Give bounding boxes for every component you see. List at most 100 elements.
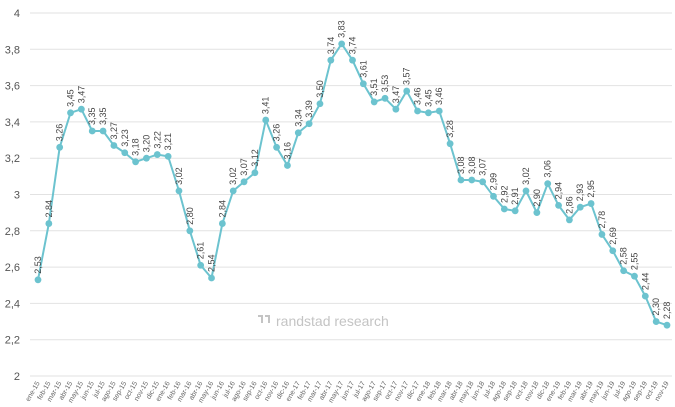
data-label: 3,57 <box>402 68 412 86</box>
data-label: 3,12 <box>250 149 260 167</box>
data-point <box>121 149 129 157</box>
data-point <box>446 140 454 148</box>
data-point <box>349 56 356 64</box>
data-label: 3,07 <box>239 158 249 176</box>
data-point <box>56 143 64 151</box>
data-label: 3,61 <box>358 60 368 78</box>
data-point <box>533 209 541 217</box>
data-label: 3,51 <box>369 78 379 96</box>
y-tick-label: 3,2 <box>5 153 20 165</box>
data-label: 2,78 <box>597 211 607 229</box>
data-point <box>164 152 172 160</box>
data-point <box>403 87 411 95</box>
data-point <box>34 276 42 284</box>
data-point <box>262 116 270 124</box>
data-label: 3,20 <box>141 135 151 153</box>
data-point <box>609 247 617 255</box>
data-point <box>294 129 302 137</box>
data-label: 2,86 <box>564 196 574 214</box>
watermark: randstad research <box>258 313 389 329</box>
data-label: 3,16 <box>282 142 292 160</box>
data-point <box>565 216 573 224</box>
data-label: 3,08 <box>456 156 466 174</box>
x-axis: ene-15feb-15mar-15abr-15may-15jun-15jul-… <box>25 380 671 404</box>
data-point <box>425 109 432 117</box>
data-label: 3,74 <box>326 37 336 55</box>
data-point <box>186 227 194 235</box>
y-axis: 2 2,2 2,4 2,6 2,8 3 3,2 3,4 3,6 3,8 4 <box>5 8 20 383</box>
data-label: 3,41 <box>261 97 271 115</box>
y-tick-label: 4 <box>14 8 20 20</box>
data-label: 3,53 <box>380 75 390 93</box>
data-point <box>370 98 378 106</box>
data-point <box>77 105 85 113</box>
data-label: 2,95 <box>586 180 596 198</box>
data-label: 3,02 <box>174 167 184 185</box>
data-point <box>468 176 476 184</box>
data-point <box>88 127 96 135</box>
randstad-logo-icon <box>258 315 270 323</box>
data-label: 3,23 <box>120 129 130 147</box>
data-label: 3,45 <box>423 89 433 107</box>
data-point <box>479 178 487 186</box>
data-point <box>284 162 291 169</box>
data-label: 2,61 <box>196 242 206 260</box>
data-point <box>338 40 346 48</box>
data-label: 2,92 <box>499 185 509 203</box>
data-label: 2,28 <box>662 302 672 320</box>
data-point <box>457 176 465 184</box>
data-label: 3,45 <box>66 89 76 107</box>
data-point <box>110 142 118 149</box>
gridlines <box>30 12 672 377</box>
data-point <box>576 203 584 211</box>
data-point <box>99 127 107 135</box>
data-label: 3,27 <box>109 122 119 140</box>
data-point <box>500 205 508 213</box>
data-label: 2,99 <box>488 173 498 191</box>
data-label: 3,08 <box>467 156 477 174</box>
data-point <box>197 261 205 269</box>
data-label: 3,22 <box>152 131 162 149</box>
data-label: 3,35 <box>87 107 97 125</box>
y-tick-label: 3 <box>14 190 20 202</box>
data-label: 3,46 <box>413 87 423 105</box>
data-point <box>381 94 389 102</box>
data-label: 3,28 <box>445 120 455 138</box>
data-label: 2,80 <box>185 207 195 225</box>
y-tick-label: 2,4 <box>5 298 20 310</box>
data-label: 3,50 <box>315 80 325 98</box>
data-label: 2,84 <box>44 200 54 218</box>
data-point <box>305 120 313 128</box>
data-label: 3,83 <box>337 20 347 38</box>
data-point <box>175 187 183 195</box>
y-tick-label: 2,8 <box>5 226 20 238</box>
data-label: 2,94 <box>554 182 564 200</box>
data-point <box>327 56 335 64</box>
data-point <box>544 180 552 188</box>
data-point <box>435 107 443 115</box>
data-point <box>631 272 638 280</box>
data-label: 3,02 <box>228 167 238 185</box>
data-point <box>208 274 215 282</box>
data-label: 2,55 <box>629 253 639 271</box>
data-label: 3,21 <box>163 133 173 151</box>
data-label: 3,06 <box>543 160 553 178</box>
data-point <box>641 292 649 300</box>
data-label: 3,26 <box>55 124 65 142</box>
data-label: 2,90 <box>532 189 542 207</box>
y-tick-label: 2,2 <box>5 335 20 347</box>
y-tick-label: 3,6 <box>5 81 20 93</box>
data-point <box>273 143 280 151</box>
data-point <box>153 151 161 158</box>
data-point <box>229 187 237 195</box>
data-label: 2,58 <box>619 247 629 265</box>
data-point <box>652 318 660 325</box>
data-label: 2,44 <box>640 273 650 291</box>
data-point <box>490 192 497 200</box>
data-label: 3,46 <box>434 87 444 105</box>
data-label: 3,02 <box>521 167 531 185</box>
data-point <box>45 220 53 227</box>
data-label: 3,47 <box>76 86 86 104</box>
